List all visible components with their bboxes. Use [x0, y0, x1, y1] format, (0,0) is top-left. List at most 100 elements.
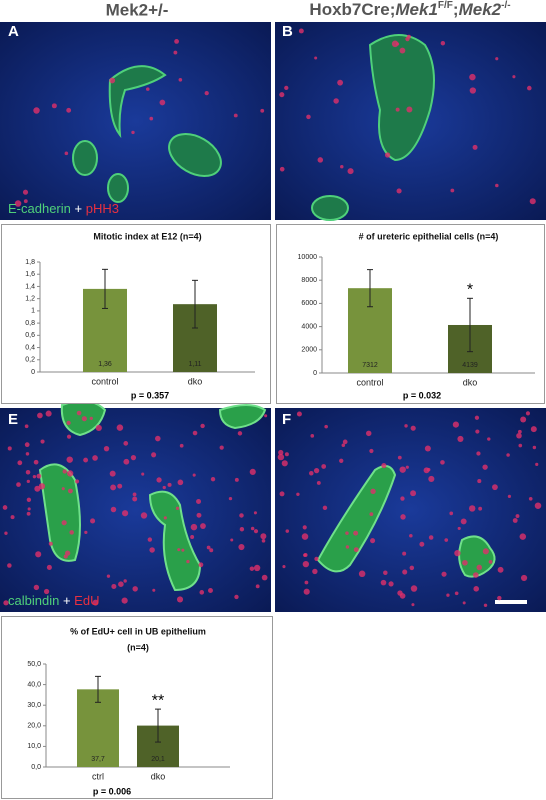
y-tick-label: 50,0 [27, 661, 41, 668]
nucleus [340, 164, 344, 169]
nucleus [411, 603, 415, 607]
nucleus [177, 479, 184, 486]
nucleus [162, 485, 166, 490]
nucleus [353, 547, 359, 553]
nucleus [482, 548, 489, 555]
nucleus [230, 538, 234, 542]
nucleus [175, 506, 180, 510]
y-tick-label: 10000 [298, 254, 318, 261]
nucleus [314, 556, 319, 561]
nucleus [27, 507, 31, 511]
nucleus [534, 502, 542, 509]
nucleus [117, 483, 123, 489]
caption-part: pHH3 [86, 201, 119, 216]
y-tick-label: 40,0 [27, 681, 41, 688]
nucleus [178, 77, 183, 82]
nucleus [309, 470, 314, 476]
nucleus [14, 200, 22, 207]
nucleus [527, 85, 532, 91]
significance: * [467, 282, 473, 299]
nucleus [516, 432, 522, 439]
y-tick-label: 0,4 [25, 344, 35, 351]
nucleus [233, 113, 238, 118]
nucleus [369, 448, 374, 454]
nucleus [460, 518, 467, 525]
nucleus [26, 497, 32, 502]
nucleus [388, 581, 394, 587]
nucleus [48, 541, 53, 546]
nucleus [95, 424, 102, 432]
y-tick-label: 1,6 [25, 271, 35, 278]
nucleus [34, 485, 41, 492]
nucleus [198, 562, 204, 568]
nucleus [89, 416, 93, 420]
panel-label: A [8, 23, 19, 40]
nucleus [141, 472, 145, 476]
nucleus [181, 548, 185, 552]
nucleus [61, 520, 67, 526]
nucleus [206, 545, 211, 550]
error-bar [192, 279, 198, 329]
significance: ** [152, 692, 164, 709]
nucleus [2, 505, 8, 510]
nucleus [353, 530, 359, 536]
nucleus [40, 439, 45, 444]
nucleus [405, 36, 410, 42]
nucleus [261, 574, 268, 581]
nucleus [409, 533, 413, 538]
nucleus [457, 435, 464, 442]
nucleus [478, 506, 483, 511]
image-caption: E-cadherin + pHH3 [8, 201, 119, 216]
nucleus [118, 581, 124, 587]
nucleus [17, 460, 23, 466]
y-tick-label: 0,0 [31, 764, 41, 771]
nucleus [345, 531, 349, 535]
x-tick-label: control [91, 376, 118, 386]
nucleus [312, 568, 318, 575]
nucleus [123, 579, 127, 583]
nucleus [399, 466, 406, 473]
nucleus [110, 506, 117, 513]
nucleus [321, 464, 327, 469]
nucleus [285, 529, 290, 533]
nucleus [410, 425, 416, 431]
y-tick-label: 4000 [301, 323, 317, 330]
nucleus [66, 107, 72, 113]
nucleus [391, 40, 399, 48]
nucleus [400, 496, 405, 501]
nucleus [132, 586, 138, 592]
nucleus [90, 518, 96, 524]
micrograph [0, 22, 271, 220]
nucleus [26, 479, 30, 484]
nucleus [116, 424, 124, 431]
nucleus [64, 151, 69, 156]
nucleus [16, 482, 21, 487]
error-bar [467, 297, 473, 353]
nucleus [284, 85, 289, 90]
column-header: Hoxb7Cre;Mek1F/F;Mek2-/- [309, 0, 510, 19]
nucleus [253, 564, 261, 572]
micrograph [275, 408, 546, 612]
panel-label: E [8, 411, 18, 428]
nucleus [532, 445, 537, 450]
nucleus [111, 583, 117, 589]
header-part: Hoxb7Cre; [309, 0, 395, 19]
nucleus [450, 188, 455, 193]
nucleus [400, 514, 406, 520]
nucleus [301, 533, 309, 540]
nucleus [507, 494, 512, 499]
nucleus [282, 565, 286, 569]
nucleus [69, 530, 74, 535]
nucleus [472, 144, 478, 150]
nucleus [151, 452, 157, 458]
nucleus [123, 458, 130, 465]
nucleus [296, 492, 300, 497]
nucleus [512, 518, 518, 523]
error-bar [155, 708, 161, 743]
nucleus [409, 565, 415, 571]
nucleus [33, 107, 40, 114]
nucleus [192, 473, 196, 477]
nucleus [32, 474, 37, 479]
nucleus [410, 585, 418, 592]
